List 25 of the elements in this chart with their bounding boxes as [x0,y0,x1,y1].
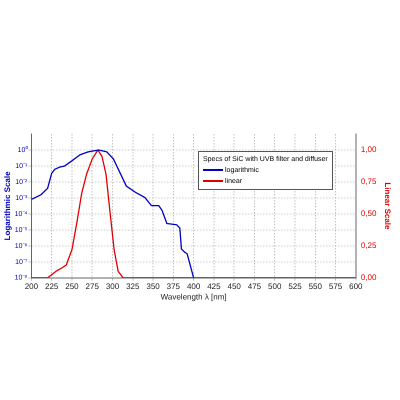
y-axis-title: Logarithmic Scale [3,170,12,240]
x-tick-label: 500 [268,282,282,291]
x-axis-title: Wavelength λ [nm] [160,292,227,302]
x-tick-label: 250 [65,282,80,291]
y2-tick-label: 0,50 [360,209,377,218]
y2-tick-label: 1,00 [360,145,377,154]
y2-tick-label: 0,00 [360,273,377,282]
y2-tick-label: 0,25 [360,241,377,250]
x-tick-label: 600 [349,282,364,291]
x-tick-label: 325 [126,282,140,291]
x-tick-label: 550 [308,282,322,291]
x-tick-label: 375 [166,282,181,291]
x-tick-label: 200 [24,282,39,291]
y2-tick-label: 0,75 [360,177,377,186]
x-tick-label: 475 [248,282,262,291]
x-tick-label: 425 [207,282,222,291]
x-tick-label: 525 [288,282,302,291]
x-tick-label: 400 [186,282,201,291]
x-tick-label: 350 [146,282,160,291]
x-tick-label: 450 [227,282,242,291]
y2-axis-title: Linear Scale [382,182,392,230]
x-tick-label: 300 [106,282,120,291]
x-tick-label: 225 [44,282,59,291]
x-tick-label: 275 [86,282,100,291]
x-tick-label: 575 [328,282,343,291]
